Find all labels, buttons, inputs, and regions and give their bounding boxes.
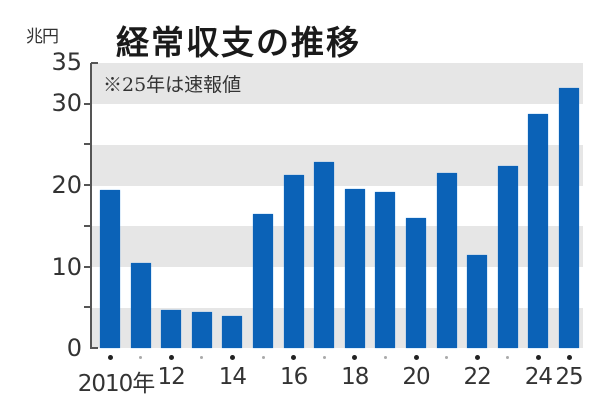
bar-2014 [222, 316, 243, 348]
x-tick-dot [413, 355, 419, 360]
y-label-10: 10 [51, 253, 82, 281]
x-minor-dot [445, 356, 449, 359]
y-label-35: 35 [51, 48, 82, 76]
bar-2018 [344, 189, 365, 348]
x-minor-dot [261, 356, 265, 359]
chart-title: 経常収支の推移 [116, 23, 361, 62]
x-tick-dot [168, 355, 174, 360]
x-tick-dot [229, 355, 235, 360]
x-minor-dot [139, 356, 143, 359]
x-minor-dot [322, 356, 326, 359]
x-tick-dot [107, 355, 113, 360]
bar-2012 [161, 309, 182, 348]
bar-2011 [130, 263, 151, 348]
y-axis [90, 63, 92, 349]
x-label: 22 [463, 364, 492, 390]
band-30-35 [91, 63, 583, 104]
bar-2020 [406, 217, 426, 348]
bar-2019 [375, 191, 396, 348]
y-tick [84, 143, 91, 146]
x-tick-dot [566, 355, 572, 360]
y-label-30: 30 [51, 89, 82, 117]
x-label: 20 [402, 364, 430, 390]
x-minor-dot [383, 356, 387, 359]
x-tick-dot [352, 355, 358, 360]
y-tick [84, 224, 91, 227]
bar-2016 [283, 174, 304, 348]
unit-label: 兆円 [26, 27, 59, 47]
y-label-0: 0 [66, 334, 82, 362]
y-tick [91, 347, 98, 349]
bar-2024 [528, 114, 549, 348]
x-tick-dot [291, 355, 297, 360]
bar-2017 [314, 162, 335, 348]
y-tick [84, 184, 91, 187]
note-annotation: ※25年は速報値 [103, 74, 242, 96]
bar-2015 [253, 213, 273, 348]
bar-2013 [191, 312, 212, 348]
x-label: 16 [279, 364, 308, 390]
x-minor-dot [200, 356, 204, 359]
y-tick [91, 62, 98, 64]
y-tick [84, 306, 91, 309]
bar-2025 [559, 88, 579, 348]
x-label: 2010年 [77, 371, 156, 397]
x-tick-dot [535, 355, 541, 360]
x-label: 12 [157, 364, 186, 390]
y-label-20: 20 [51, 171, 82, 199]
y-tick [84, 265, 91, 268]
bar-2010 [100, 190, 120, 348]
x-label: 24 [524, 364, 553, 390]
x-tick-dot [474, 355, 480, 360]
bar-2023 [497, 166, 518, 348]
x-label: 14 [218, 364, 247, 390]
bar-2022 [467, 255, 488, 348]
x-label: 18 [341, 364, 369, 390]
x-minor-dot [506, 356, 510, 359]
y-tick [84, 102, 91, 105]
x-label: 25 [555, 364, 583, 390]
bar-2021 [436, 172, 457, 348]
